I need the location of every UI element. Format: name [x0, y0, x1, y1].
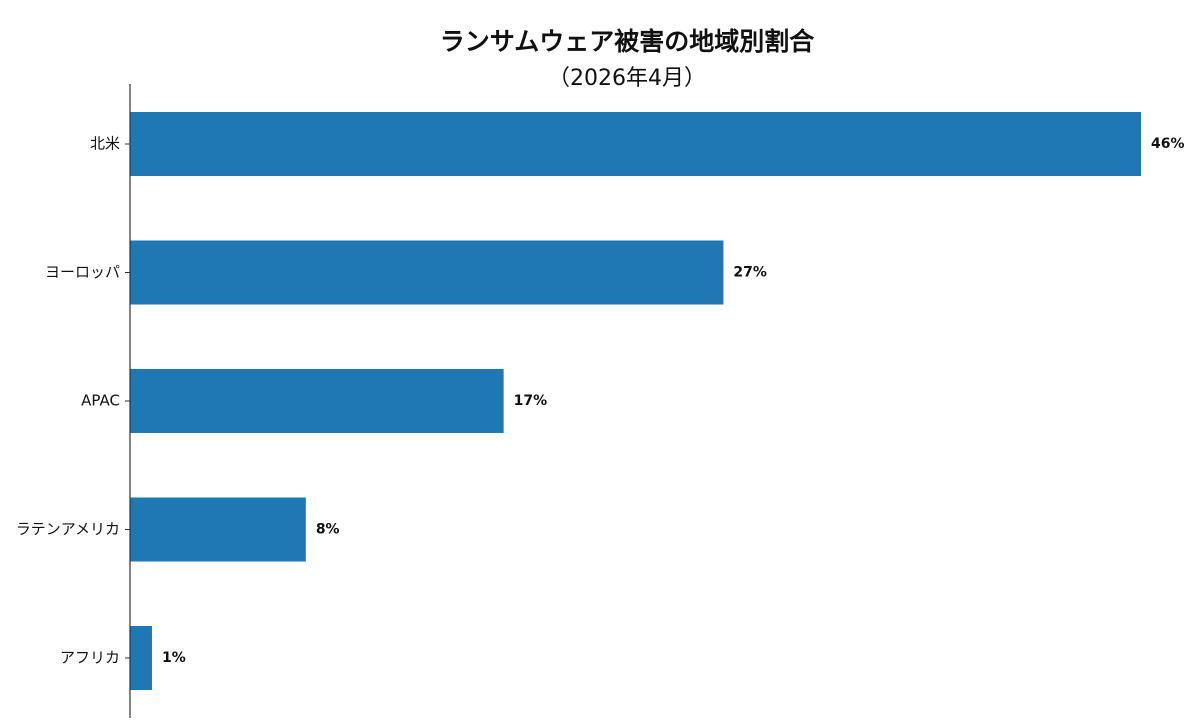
value-label-0: 46% — [1151, 136, 1185, 152]
category-label-3: ラテンアメリカ — [16, 520, 120, 538]
category-label-0: 北米 — [90, 135, 120, 153]
bar-2 — [130, 369, 504, 433]
bar-3 — [130, 497, 306, 562]
bars-group: 北米 46% ヨーロッパ 27% APAC 17% ラテンアメリカ 8% アフリカ 1% — [16, 112, 1185, 690]
bar-1 — [130, 240, 724, 305]
category-label-4: アフリカ — [60, 649, 120, 667]
bar-4 — [130, 626, 152, 690]
bar-0 — [130, 112, 1141, 176]
value-label-2: 17% — [514, 393, 548, 409]
chart-subtitle: （2026年4月） — [548, 66, 706, 91]
category-label-1: ヨーロッパ — [45, 263, 120, 281]
chart-title: ランサムウェア被害の地域別割合 — [439, 27, 815, 56]
value-label-1: 27% — [733, 265, 767, 281]
value-label-3: 8% — [316, 522, 340, 538]
category-label-2: APAC — [81, 392, 120, 410]
value-label-4: 1% — [162, 650, 186, 666]
